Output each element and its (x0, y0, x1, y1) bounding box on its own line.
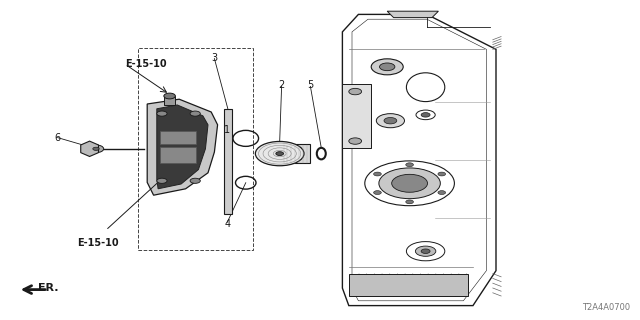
Circle shape (371, 59, 403, 75)
Circle shape (88, 145, 104, 153)
Circle shape (376, 114, 404, 128)
Circle shape (406, 200, 413, 204)
Text: 5: 5 (307, 80, 314, 90)
Circle shape (415, 246, 436, 256)
Text: 4: 4 (224, 219, 230, 229)
Circle shape (384, 117, 397, 124)
Circle shape (255, 141, 304, 166)
Circle shape (379, 168, 440, 199)
Text: E-15-10: E-15-10 (77, 238, 118, 248)
Polygon shape (387, 11, 438, 18)
Text: E-15-10: E-15-10 (125, 59, 166, 69)
Text: 2: 2 (278, 80, 285, 90)
Circle shape (406, 163, 413, 167)
Text: 1: 1 (224, 124, 230, 135)
Circle shape (438, 172, 445, 176)
Circle shape (190, 178, 200, 183)
Circle shape (164, 93, 175, 99)
Circle shape (190, 111, 200, 116)
Polygon shape (280, 144, 310, 163)
Text: FR.: FR. (38, 283, 59, 293)
Bar (224, 109, 232, 214)
Circle shape (421, 113, 430, 117)
Circle shape (349, 88, 362, 95)
Circle shape (380, 63, 395, 71)
Polygon shape (81, 141, 99, 156)
Text: T2A4A0700: T2A4A0700 (582, 303, 630, 312)
Circle shape (157, 178, 167, 183)
Text: 6: 6 (54, 132, 61, 143)
Circle shape (93, 147, 99, 150)
Circle shape (276, 152, 284, 156)
Polygon shape (160, 147, 196, 163)
Polygon shape (349, 274, 468, 296)
Circle shape (392, 174, 428, 192)
Polygon shape (342, 84, 371, 148)
Text: 3: 3 (211, 52, 218, 63)
Circle shape (374, 172, 381, 176)
Polygon shape (160, 131, 196, 144)
Circle shape (438, 191, 445, 195)
Circle shape (157, 111, 167, 116)
Polygon shape (164, 96, 175, 105)
Bar (138, 48, 253, 250)
Polygon shape (147, 99, 218, 195)
Circle shape (421, 249, 430, 253)
Polygon shape (157, 105, 208, 189)
Circle shape (349, 138, 362, 144)
Circle shape (374, 191, 381, 195)
